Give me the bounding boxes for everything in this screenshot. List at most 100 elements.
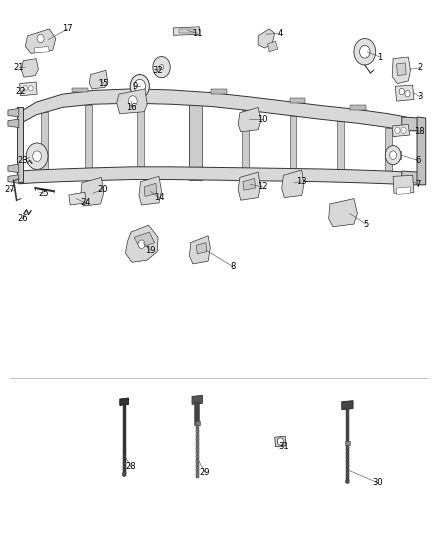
Polygon shape xyxy=(417,117,426,185)
Polygon shape xyxy=(385,151,401,159)
Circle shape xyxy=(395,127,400,133)
Text: 8: 8 xyxy=(230,262,236,271)
Polygon shape xyxy=(189,236,210,264)
Polygon shape xyxy=(194,421,200,424)
Polygon shape xyxy=(290,99,305,103)
Polygon shape xyxy=(25,29,56,53)
Circle shape xyxy=(37,34,44,43)
Polygon shape xyxy=(396,63,406,76)
Circle shape xyxy=(401,127,406,133)
Circle shape xyxy=(29,86,33,91)
Polygon shape xyxy=(19,167,406,185)
Polygon shape xyxy=(393,175,414,193)
Polygon shape xyxy=(85,104,92,168)
Polygon shape xyxy=(8,175,19,183)
Polygon shape xyxy=(144,183,157,197)
Circle shape xyxy=(360,45,370,58)
Text: 17: 17 xyxy=(62,25,73,34)
Polygon shape xyxy=(133,85,148,89)
Polygon shape xyxy=(258,29,275,48)
Polygon shape xyxy=(211,90,227,93)
Polygon shape xyxy=(89,70,108,89)
Polygon shape xyxy=(42,112,48,169)
Polygon shape xyxy=(392,124,410,136)
Text: 26: 26 xyxy=(17,214,28,223)
Circle shape xyxy=(399,88,404,95)
Circle shape xyxy=(153,56,170,78)
Circle shape xyxy=(277,438,283,445)
Polygon shape xyxy=(192,395,202,405)
Text: 20: 20 xyxy=(97,185,108,194)
Polygon shape xyxy=(72,88,88,92)
Polygon shape xyxy=(328,199,357,227)
Text: 30: 30 xyxy=(373,478,383,487)
Polygon shape xyxy=(139,176,162,205)
Circle shape xyxy=(405,91,410,97)
Text: 28: 28 xyxy=(126,463,136,471)
Polygon shape xyxy=(173,27,199,35)
Polygon shape xyxy=(69,192,86,205)
Polygon shape xyxy=(8,119,19,127)
Polygon shape xyxy=(385,127,392,171)
Polygon shape xyxy=(8,164,19,173)
Polygon shape xyxy=(345,441,350,445)
Polygon shape xyxy=(34,46,49,53)
Polygon shape xyxy=(243,179,255,190)
Text: 29: 29 xyxy=(200,468,210,477)
Polygon shape xyxy=(342,401,353,410)
Polygon shape xyxy=(290,116,297,168)
Polygon shape xyxy=(134,232,155,248)
Circle shape xyxy=(346,479,349,483)
Text: 23: 23 xyxy=(18,156,28,165)
Polygon shape xyxy=(21,59,39,77)
Text: 24: 24 xyxy=(80,198,91,207)
Polygon shape xyxy=(125,225,158,262)
Polygon shape xyxy=(179,29,194,33)
Polygon shape xyxy=(120,398,128,406)
Polygon shape xyxy=(189,106,196,167)
Polygon shape xyxy=(20,82,37,96)
Polygon shape xyxy=(275,436,286,447)
Polygon shape xyxy=(395,85,414,101)
Circle shape xyxy=(134,79,145,93)
Text: 4: 4 xyxy=(277,29,283,38)
Polygon shape xyxy=(268,41,278,52)
Circle shape xyxy=(122,472,126,477)
Text: 12: 12 xyxy=(257,182,268,191)
Text: 19: 19 xyxy=(145,246,155,255)
Polygon shape xyxy=(137,103,144,167)
Circle shape xyxy=(385,146,401,165)
Polygon shape xyxy=(17,108,23,182)
Circle shape xyxy=(26,143,48,169)
Polygon shape xyxy=(242,110,249,168)
Text: 14: 14 xyxy=(154,193,164,202)
Circle shape xyxy=(23,86,28,91)
Circle shape xyxy=(138,240,145,248)
Text: 11: 11 xyxy=(192,29,202,38)
Text: 1: 1 xyxy=(378,53,383,62)
Polygon shape xyxy=(238,108,261,132)
Text: 15: 15 xyxy=(99,79,109,88)
Text: 31: 31 xyxy=(278,442,289,451)
Circle shape xyxy=(130,75,149,98)
Polygon shape xyxy=(188,103,201,180)
Polygon shape xyxy=(238,172,260,200)
Text: 10: 10 xyxy=(257,115,268,124)
Circle shape xyxy=(390,151,396,159)
Text: 32: 32 xyxy=(153,66,163,75)
Text: 16: 16 xyxy=(126,103,136,112)
Text: 5: 5 xyxy=(364,220,369,229)
Polygon shape xyxy=(402,117,419,131)
Polygon shape xyxy=(396,187,410,195)
Polygon shape xyxy=(117,89,147,114)
Text: 22: 22 xyxy=(16,87,26,96)
Text: 21: 21 xyxy=(14,63,24,71)
Polygon shape xyxy=(81,177,104,206)
Circle shape xyxy=(128,96,137,107)
Circle shape xyxy=(159,64,164,70)
Polygon shape xyxy=(19,89,406,131)
Text: 2: 2 xyxy=(417,63,423,72)
Polygon shape xyxy=(392,57,410,84)
Text: 13: 13 xyxy=(297,177,307,186)
Text: 9: 9 xyxy=(133,82,138,91)
